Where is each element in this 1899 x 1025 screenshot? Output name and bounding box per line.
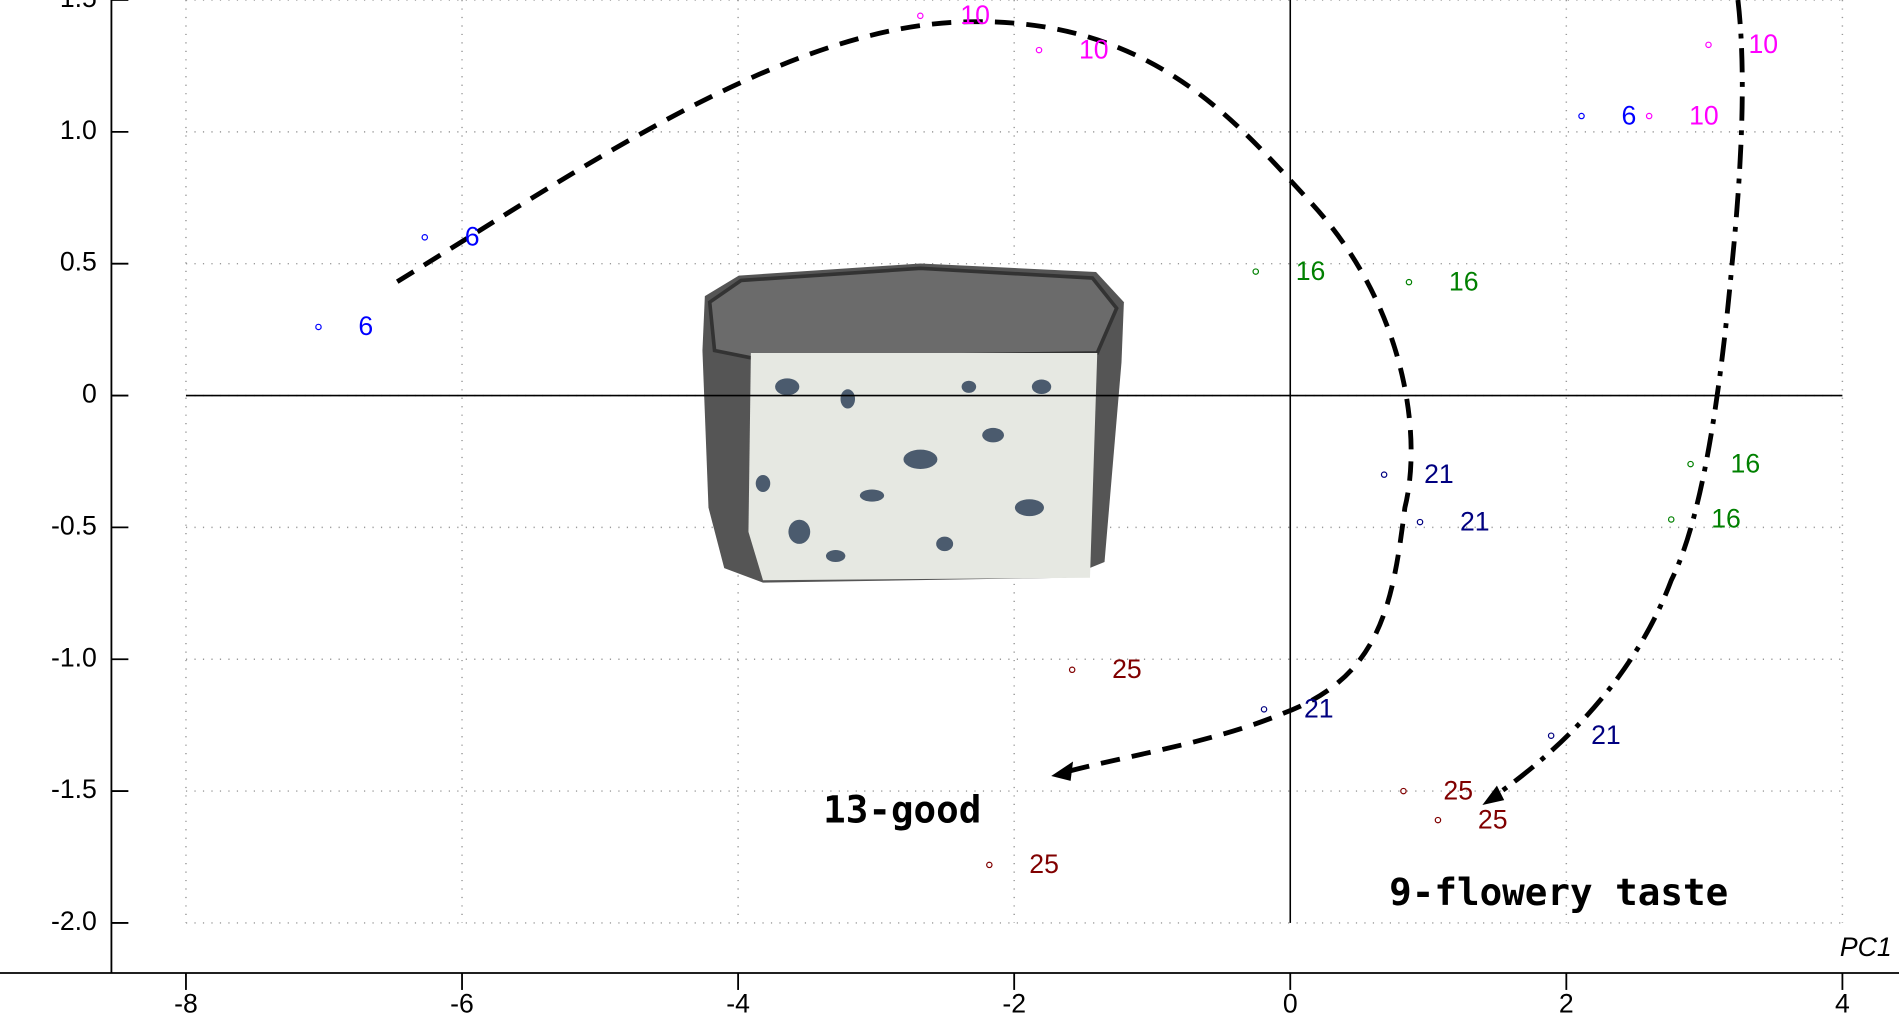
y-tick-label: 0: [82, 379, 97, 409]
x-tick-label: 0: [1283, 989, 1298, 1019]
point-label: 21: [1424, 459, 1454, 489]
point-label: 6: [1621, 100, 1636, 130]
arrowhead: [1482, 786, 1504, 805]
y-tick-label: -0.5: [51, 510, 97, 540]
cheese-image: [702, 264, 1123, 583]
y-tick-label: -2.0: [51, 906, 97, 936]
point: [1688, 461, 1693, 466]
x-tick-label: -6: [450, 989, 474, 1019]
x-tick-label: 4: [1835, 989, 1850, 1019]
point: [1706, 42, 1711, 47]
chart: 13-good 9-flowery taste PC1 -2.0 -1.5 -1.0…: [0, 0, 1899, 1025]
point: [1406, 279, 1411, 284]
x-tick-label: -8: [174, 989, 198, 1019]
x-tick-label: -2: [1002, 989, 1026, 1019]
x-tick-label: -4: [726, 989, 750, 1019]
point: [1381, 472, 1386, 477]
y-tick-label: 0.5: [60, 247, 97, 277]
point: [987, 862, 992, 867]
point-label: 25: [1478, 804, 1508, 834]
point: [1253, 269, 1258, 274]
point-label: 25: [1112, 654, 1142, 684]
y-tick-label: -1.5: [51, 774, 97, 804]
point: [1669, 517, 1674, 522]
point-label: 25: [1443, 775, 1473, 805]
point-label: 21: [1304, 694, 1334, 724]
point: [1417, 519, 1422, 524]
point: [918, 13, 923, 18]
y-tick-label: 1.0: [60, 115, 97, 145]
point-label: 16: [1711, 504, 1741, 534]
point-label: 21: [1591, 720, 1621, 750]
point: [422, 235, 427, 240]
point-label: 16: [1296, 256, 1326, 286]
point-label: 16: [1449, 266, 1479, 296]
point: [1401, 788, 1406, 793]
y-tick-label: 1.5: [60, 0, 97, 13]
x-tick-label: 2: [1559, 989, 1574, 1019]
point-label: 25: [1029, 849, 1059, 879]
point-label: 10: [1748, 29, 1778, 59]
y-tick-label: -1.0: [51, 642, 97, 672]
point: [1435, 817, 1440, 822]
point-label: 10: [960, 0, 990, 30]
point-label: 10: [1079, 34, 1109, 64]
point: [1646, 113, 1651, 118]
point-label: 10: [1689, 100, 1719, 130]
x-axis-label: PC1: [1840, 932, 1892, 962]
arrowhead: [1051, 761, 1073, 780]
point: [316, 324, 321, 329]
point-label: 21: [1460, 506, 1490, 536]
point-label: 6: [465, 222, 480, 252]
point: [1069, 667, 1074, 672]
point: [1261, 707, 1266, 712]
annotation: 9-flowery taste: [1389, 870, 1728, 914]
point-label: 16: [1731, 448, 1761, 478]
page: {"chart_data": {"type": "scatter", "x_la…: [0, 0, 1899, 1025]
annotation: 13-good: [823, 788, 981, 832]
point: [1036, 47, 1041, 52]
point: [1579, 113, 1584, 118]
point: [1548, 733, 1553, 738]
point-label: 6: [358, 311, 373, 341]
